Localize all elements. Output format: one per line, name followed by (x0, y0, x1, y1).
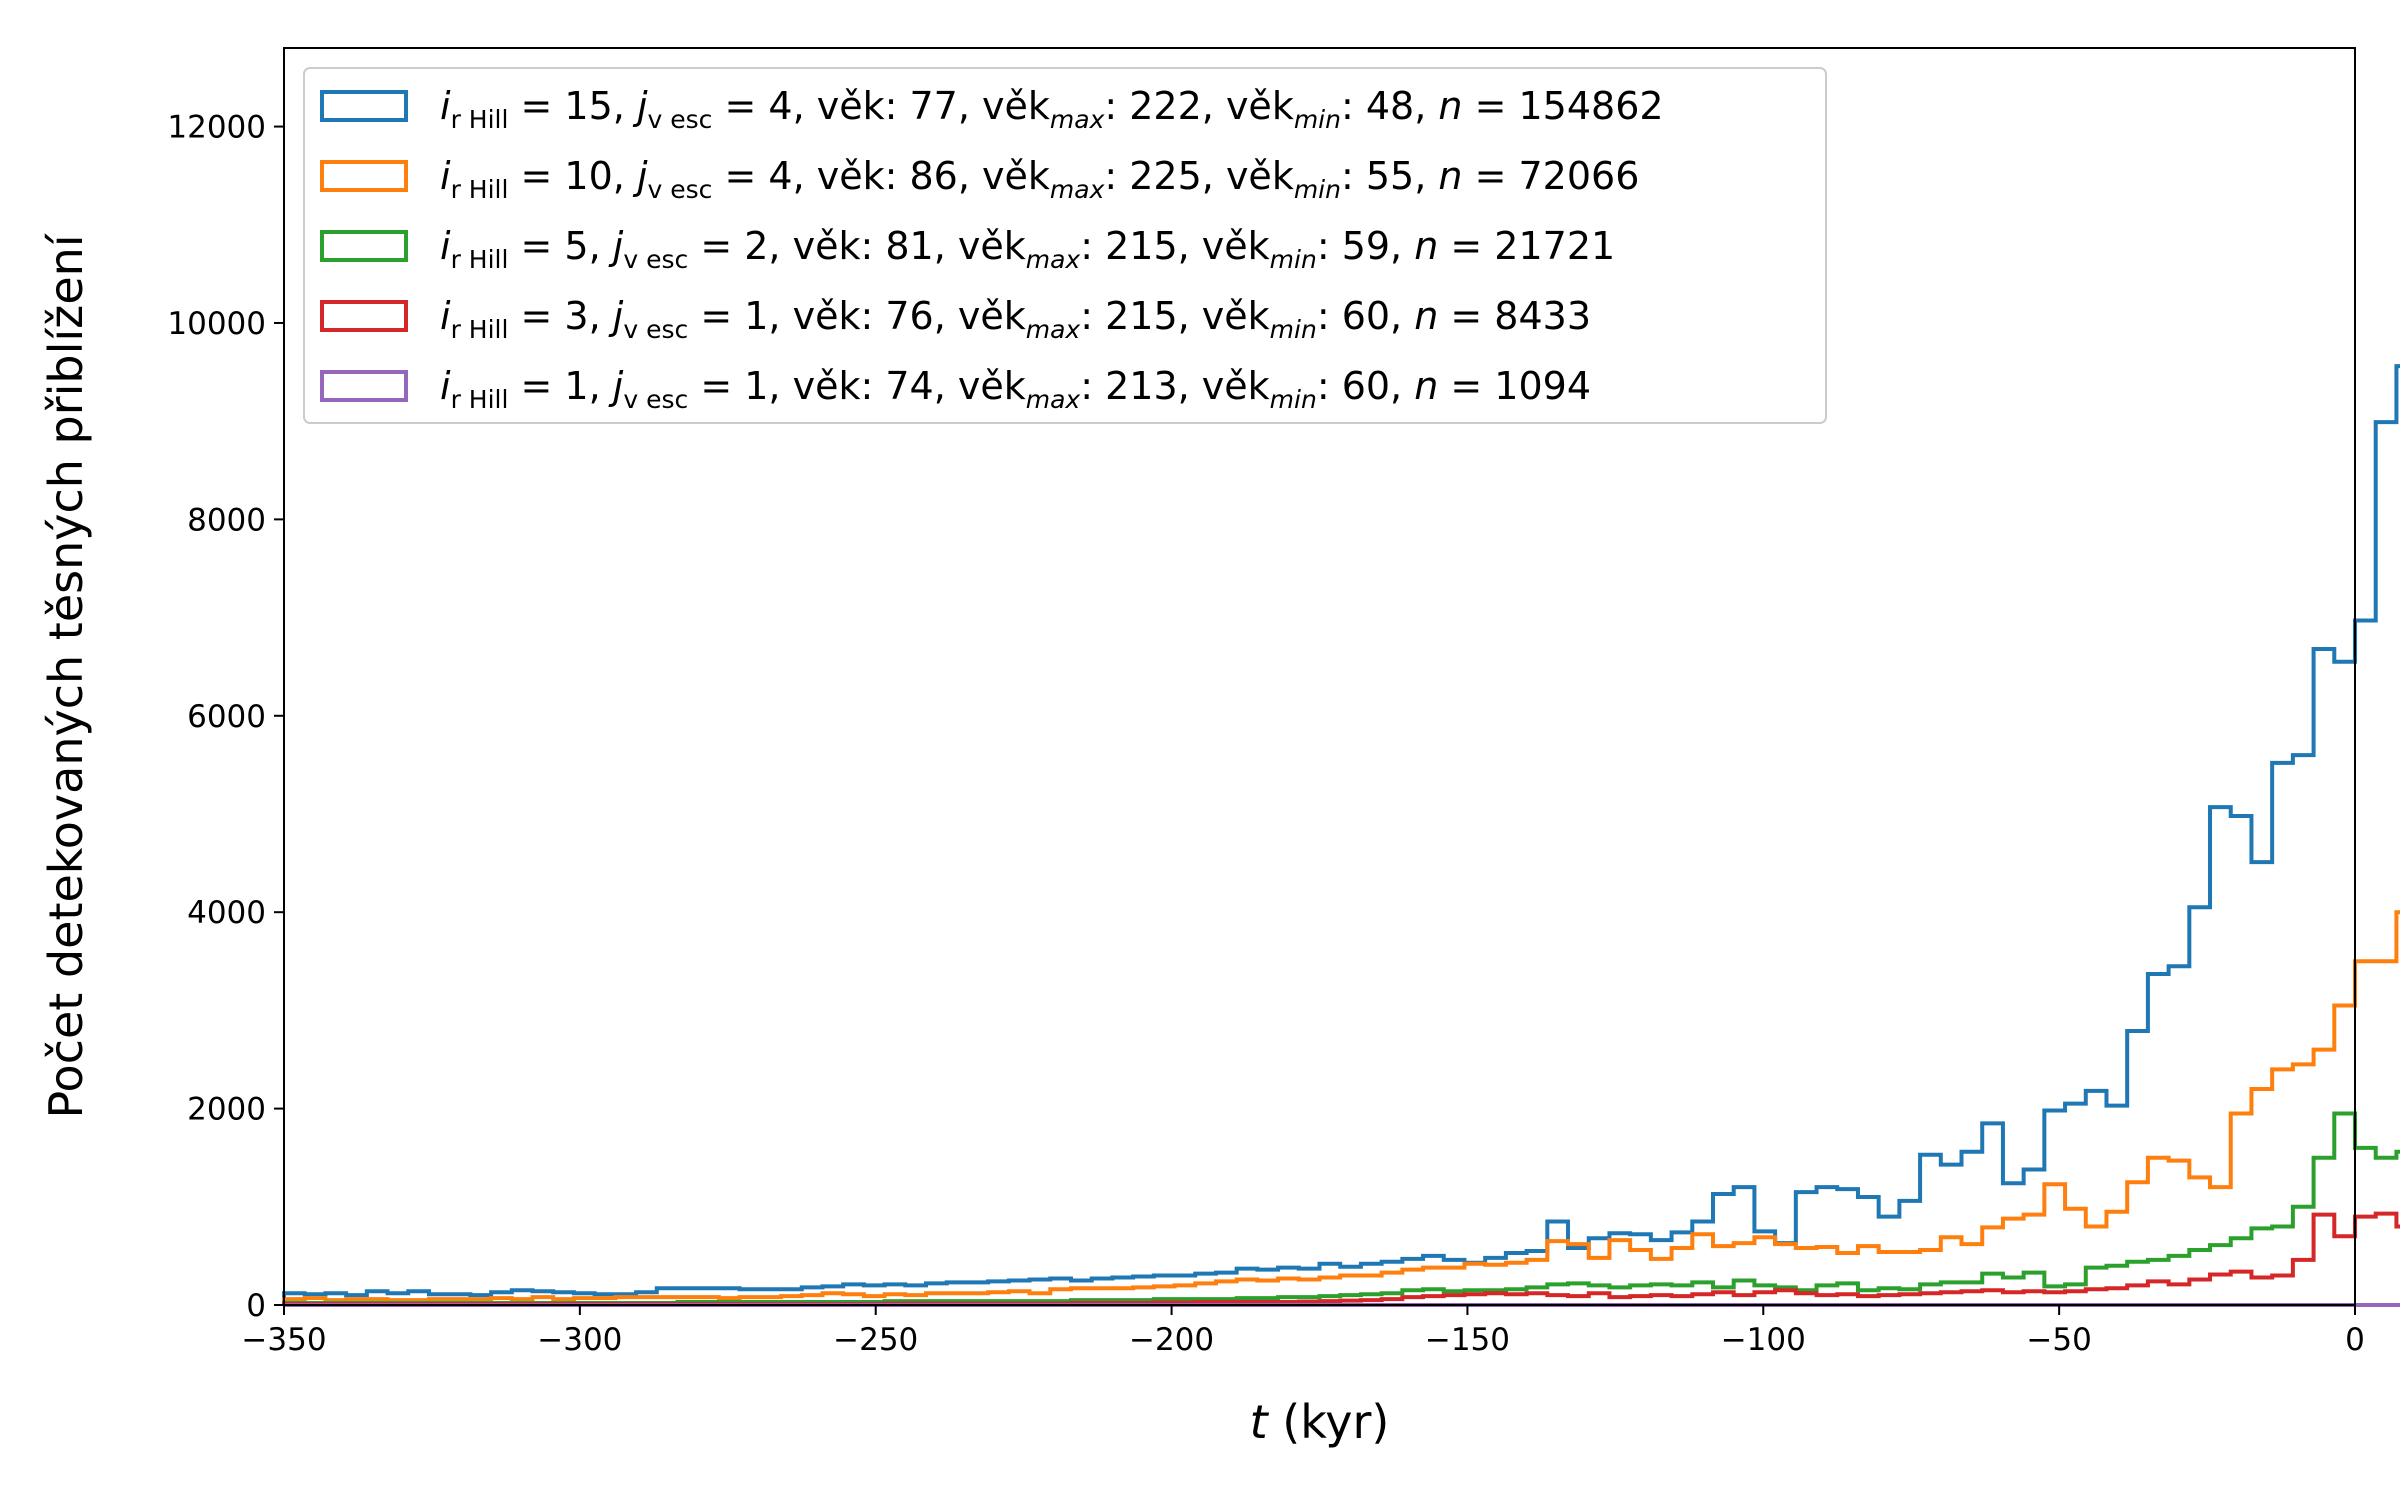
series-layer (282, 364, 2400, 1307)
legend-box (303, 67, 1827, 424)
y-tick-label: 10000 (167, 306, 266, 342)
legend-swatch-hill1 (320, 370, 408, 402)
x-axis-label-unit: (kyr) (1268, 1395, 1390, 1449)
legend-item-hill1: ir Hill = 1, jv esc = 1, věk: 74, věkmax… (320, 364, 1591, 414)
legend-entries: ir Hill = 15, jv esc = 4, věk: 77, věkma… (320, 84, 1664, 414)
x-axis-label-var: t (1250, 1395, 1270, 1449)
x-tick-label: −150 (1425, 1322, 1510, 1358)
y-tick-label: 2000 (187, 1092, 266, 1128)
x-tick-label: 0 (2345, 1322, 2365, 1358)
y-tick-label: 12000 (167, 110, 266, 146)
legend-label-hill5: ir Hill = 5, jv esc = 2, věk: 81, věkmax… (440, 224, 1615, 274)
legend-swatch-hill10 (320, 160, 408, 192)
y-tick-label: 0 (246, 1288, 266, 1324)
legend-item-hill15: ir Hill = 15, jv esc = 4, věk: 77, věkma… (320, 84, 1664, 134)
legend-item-hill5: ir Hill = 5, jv esc = 2, věk: 81, věkmax… (320, 224, 1615, 274)
y-axis-label: Počet detekovaných těsných přiblížení (39, 233, 93, 1118)
y-tick-label: 4000 (187, 895, 266, 931)
x-tick-label: −350 (241, 1322, 326, 1358)
plot-frame (283, 47, 2356, 1306)
legend: ir Hill = 15, jv esc = 4, věk: 77, věkma… (303, 67, 1827, 424)
y-tick-label: 8000 (187, 502, 266, 538)
x-tick-label: −200 (1129, 1322, 1214, 1358)
x-axis-label: t (kyr) (1250, 1395, 1390, 1449)
legend-swatch-hill3 (320, 300, 408, 332)
series-hill15-histogram (282, 364, 2400, 1305)
legend-label-hill15: ir Hill = 15, jv esc = 4, věk: 77, věkma… (440, 84, 1664, 134)
legend-label-hill10: ir Hill = 10, jv esc = 4, věk: 86, věkma… (440, 154, 1639, 204)
legend-swatch-hill5 (320, 230, 408, 262)
x-tick-label: −300 (537, 1322, 622, 1358)
series-hill10-histogram (282, 910, 2400, 1305)
x-tick-label: −250 (833, 1322, 918, 1358)
x-tick-label: −50 (2026, 1322, 2091, 1358)
legend-label-hill3: ir Hill = 3, jv esc = 1, věk: 76, věkmax… (440, 294, 1591, 344)
x-tick-label: −100 (1721, 1322, 1806, 1358)
y-tick-label: 6000 (187, 699, 266, 735)
legend-label-hill1: ir Hill = 1, jv esc = 1, věk: 74, věkmax… (440, 364, 1591, 414)
legend-item-hill3: ir Hill = 3, jv esc = 1, věk: 76, věkmax… (320, 294, 1591, 344)
legend-swatch-hill15 (320, 90, 408, 122)
x-axis: −350 −300 −250 −200 −150 −100 −50 0 (241, 1305, 2365, 1358)
legend-item-hill10: ir Hill = 10, jv esc = 4, věk: 86, věkma… (320, 154, 1639, 204)
y-axis: 0 2000 4000 6000 8000 10000 12000 (167, 110, 284, 1324)
